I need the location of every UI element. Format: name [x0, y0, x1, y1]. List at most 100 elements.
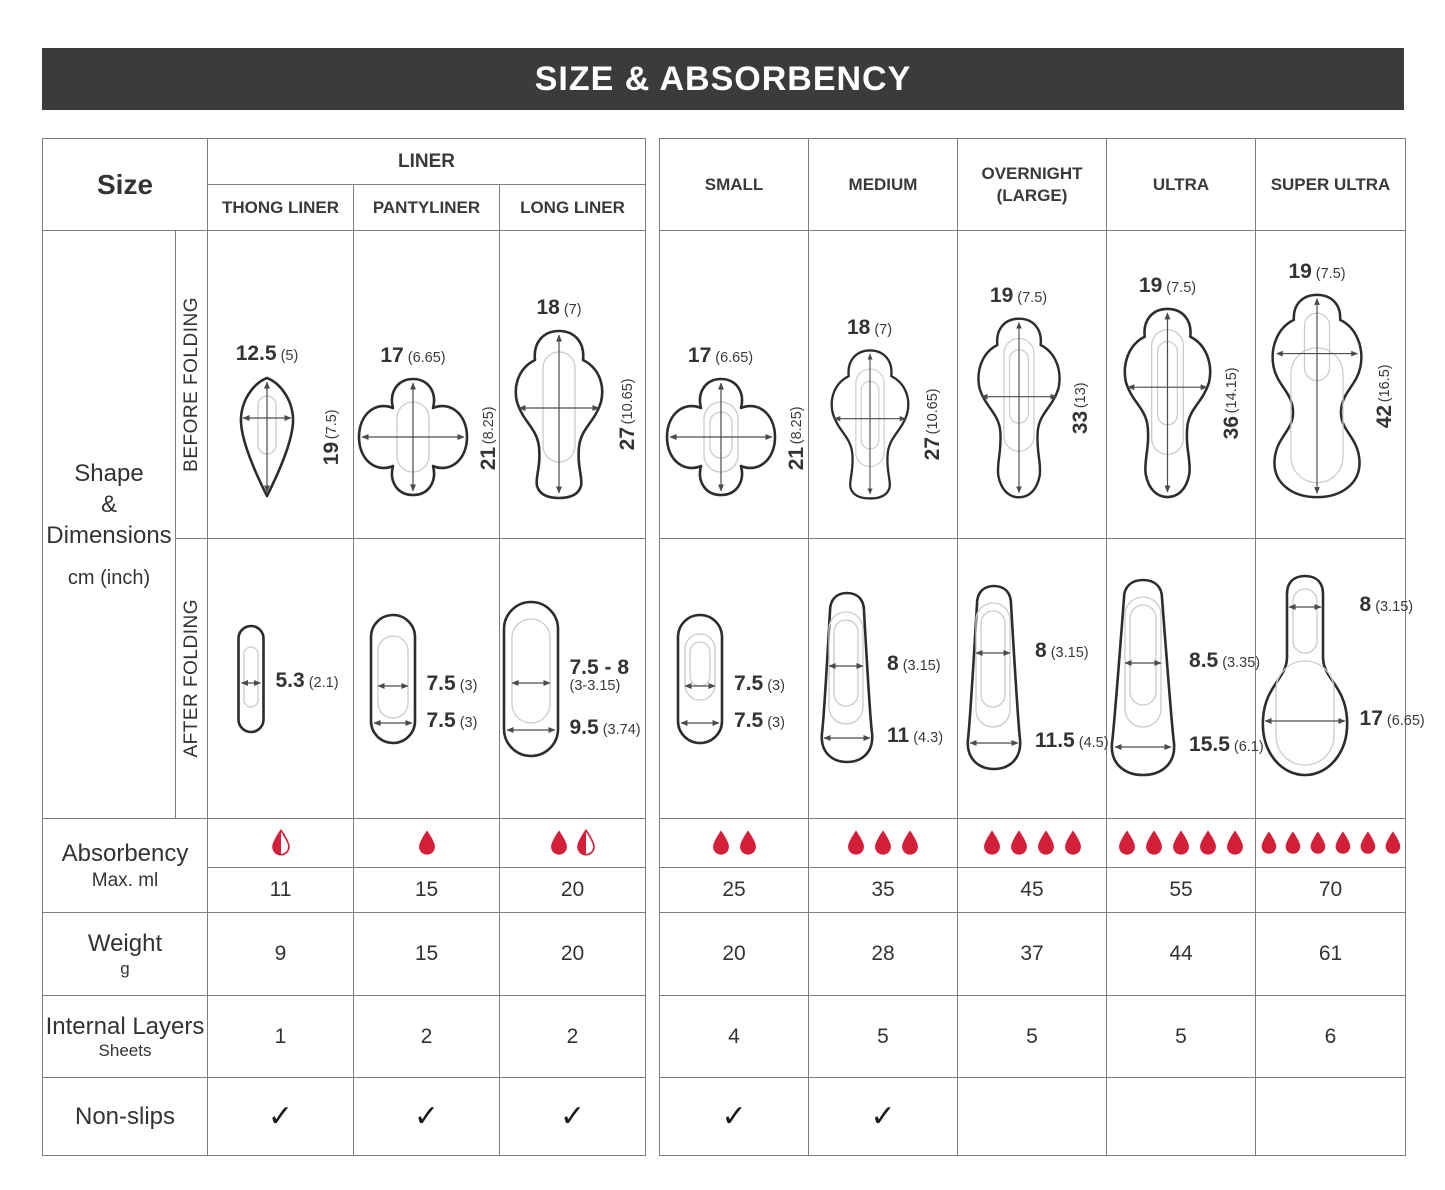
weight-unit-label: g	[120, 958, 130, 978]
after-dimension: 7.5 (3)	[426, 671, 478, 695]
drop-icon	[418, 830, 435, 855]
width-dimension: 17 (6.65)	[687, 344, 754, 367]
layers-unit-label: Sheets	[98, 1041, 152, 1061]
weight-value: 20	[498, 912, 647, 996]
title-bar: SIZE & ABSORBENCY	[42, 48, 1404, 110]
drop-icon	[1064, 830, 1081, 855]
absorbency-drops-overnight	[957, 818, 1108, 868]
absorbency-drops-super-ultra	[1255, 818, 1407, 868]
layers-value: 2	[353, 995, 500, 1078]
nonslip-check	[1255, 1077, 1407, 1156]
before-shape-super-ultra: 19 (7.5) 42(16.5)	[1255, 230, 1407, 539]
weight-value: 61	[1255, 912, 1407, 996]
before-folding-header: BEFORE FOLDING	[175, 230, 208, 539]
drop-icon	[1310, 831, 1326, 854]
overnight-folded-shape	[966, 584, 1022, 770]
after-dimension: 9.5 (3.74)	[569, 715, 641, 739]
long-liner-pad-shape	[514, 329, 604, 500]
drop-icon	[1335, 831, 1351, 854]
width-dimension: 18 (7)	[536, 296, 582, 319]
weight-value: 20	[659, 912, 810, 996]
height-dimension: 36(14.15)	[1220, 366, 1244, 440]
width-dimension: 12.5 (5)	[235, 342, 299, 365]
after-shape-super-ultra: 8 (3.15) 17 (6.65)	[1255, 538, 1425, 819]
after-dimension: 8 (3.15)	[1035, 638, 1089, 662]
max-ml-value: 25	[659, 867, 810, 913]
absorbency-drops-long-liner	[498, 818, 647, 868]
max-ml-value: 55	[1106, 867, 1257, 913]
absorbency-label: Absorbency Max. ml	[42, 818, 208, 913]
drop-icon	[1385, 831, 1400, 854]
col-header-super-ultra: SUPER ULTRA	[1255, 138, 1407, 231]
pantyliner-pad-shape	[357, 377, 469, 497]
drops-row	[660, 829, 808, 857]
drops-row	[354, 829, 499, 857]
layers-label: Internal Layers Sheets	[42, 995, 208, 1078]
after-dimension: 15.5 (6.1)	[1189, 732, 1264, 756]
absorbency-drops-thong	[207, 818, 354, 868]
drop-icon	[1146, 830, 1162, 855]
max-ml-value: 15	[353, 867, 500, 913]
drops-row	[1256, 829, 1405, 857]
pad-table: SMALL MEDIUM OVERNIGHT (LARGE) ULTRA SUPE…	[659, 138, 1425, 1156]
nonslip-check: ✓	[659, 1077, 810, 1156]
comparison-tables: Size LINER THONG LINER PANTYLINER LONG L…	[42, 138, 1425, 1156]
width-dimension: 19 (7.5)	[1138, 274, 1197, 297]
layers-value: 2	[498, 995, 647, 1078]
width-dimension: 19 (7.5)	[989, 284, 1048, 307]
thong-liner-pad-shape	[239, 376, 295, 498]
drops-row	[1107, 829, 1255, 857]
col-header-thong-liner: THONG LINER	[207, 184, 354, 231]
drop-icon	[1010, 830, 1027, 855]
max-ml-value: 11	[207, 867, 354, 913]
after-shape-pantyliner: 7.5 (3) 7.5 (3)	[353, 538, 500, 819]
absorbency-unit-label: Max. ml	[91, 869, 159, 891]
height-dimension: 33(13)	[1068, 381, 1092, 435]
absorbency-drops-small	[659, 818, 810, 868]
ultra-pad-shape	[1123, 307, 1212, 499]
super-ultra-pad-shape	[1271, 293, 1363, 499]
before-shape-pantyliner: 17 (6.65) 21(8.25)	[353, 230, 500, 539]
drop-icon	[712, 830, 729, 855]
after-shape-small: 7.5 (3) 7.5 (3)	[659, 538, 810, 819]
after-dimension: 17 (6.65)	[1359, 706, 1425, 730]
max-ml-value: 45	[957, 867, 1108, 913]
size-header-cell: Size	[42, 138, 208, 231]
shape-dimensions-label: Shape & Dimensions cm (inch)	[42, 230, 176, 819]
nonslip-check: ✓	[808, 1077, 959, 1156]
drops-row	[809, 829, 957, 857]
super-ultra-folded-shape	[1261, 574, 1348, 776]
after-folding-header: AFTER FOLDING	[175, 538, 208, 819]
col-header-overnight: OVERNIGHT (LARGE)	[957, 138, 1108, 231]
width-dimension: 18 (7)	[846, 316, 893, 339]
layers-value: 6	[1255, 995, 1407, 1078]
before-shape-long-liner: 18 (7) 27(10.65)	[498, 230, 647, 539]
after-dimension: 8.5 (3.35)	[1189, 648, 1261, 672]
height-dimension: 27(10.65)	[616, 377, 639, 451]
half-drop-icon	[271, 829, 290, 856]
ultra-folded-shape	[1110, 578, 1176, 776]
before-shape-medium: 18 (7) 27(10.65)	[808, 230, 959, 539]
medium-pad-shape	[830, 349, 909, 500]
absorbency-drops-pantyliner	[353, 818, 500, 868]
shape-unit-label: cm (inch)	[67, 567, 151, 590]
layers-value: 5	[1106, 995, 1257, 1078]
after-shape-thong-liner: 5.3 (2.1)	[207, 538, 354, 819]
after-dimension: 8 (3.15)	[1359, 592, 1414, 616]
layers-value: 4	[659, 995, 810, 1078]
small-folded-shape	[676, 613, 724, 744]
after-shape-long-liner: 7.5 - 8 (3-3.15) 9.5 (3.74)	[498, 538, 647, 819]
after-shape-ultra: 8.5 (3.35) 15.5 (6.1)	[1106, 538, 1264, 819]
after-shape-medium: 8 (3.15) 11 (4.3)	[808, 538, 959, 819]
liner-group-header: LINER	[206, 138, 647, 185]
width-dimension: 17 (6.65)	[380, 344, 446, 367]
drop-icon	[1173, 830, 1189, 855]
after-dimension: 5.3 (2.1)	[275, 668, 339, 692]
before-shape-overnight: 19 (7.5) 33(13)	[957, 230, 1108, 539]
col-header-pantyliner: PANTYLINER	[353, 184, 500, 231]
drop-icon	[739, 830, 756, 855]
nonslip-check: ✓	[353, 1077, 500, 1156]
liner-table: Size LINER THONG LINER PANTYLINER LONG L…	[42, 138, 647, 1156]
weight-value: 37	[957, 912, 1108, 996]
